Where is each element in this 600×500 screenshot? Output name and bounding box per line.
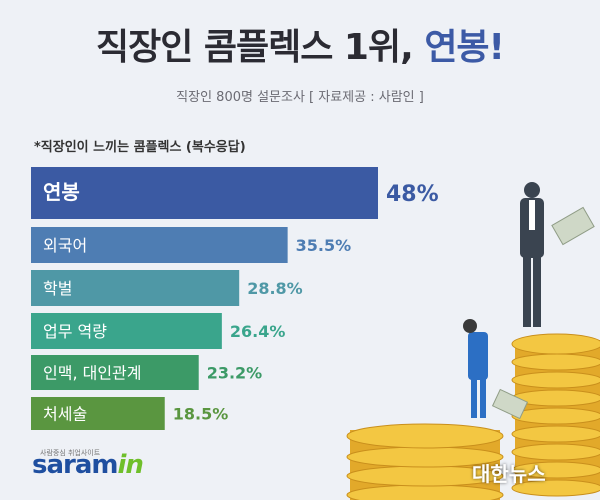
bar-category-label-4: 인맥, 대인관계 [43,364,142,383]
bar-category-label-5: 처세술 [43,405,87,424]
saramin-logo: saramin [32,450,144,480]
bar-value-label-5: 18.5% [173,405,229,424]
bar-value-label-1: 35.5% [296,236,352,255]
bar-category-label-2: 학벌 [43,279,72,298]
logo-main: saram [32,450,118,480]
logo-in: in [117,450,143,480]
bar-0 [31,167,378,219]
bar-5 [31,397,165,430]
bars-group: 연봉 48% 외국어 35.5% 학벌 28.8% 업무 역량 26.4% 인맥, 대인관계 23… [31,167,439,430]
bar-value-label-2: 28.8% [247,279,303,298]
coin-stack-illustration [346,182,600,500]
bar-1 [31,227,288,263]
bar-value-label-3: 26.4% [230,322,286,341]
title-accent: 연봉! [424,27,505,68]
bar-category-label-3: 업무 역량 [43,322,107,341]
news-brand: 대한뉴스 [472,462,546,486]
bar-value-label-0: 48% [386,182,439,207]
bar-value-label-4: 23.2% [207,364,263,383]
saramin-tagline: 사람중심 취업사이트 [40,449,101,457]
bar-category-label-1: 외국어 [43,236,87,255]
chart-note: *직장인이 느끼는 콤플렉스 (복수응답) [34,140,246,155]
bar-2 [31,270,240,306]
bar-category-label-0: 연봉 [43,180,80,204]
bar-3 [31,313,222,349]
title-main: 직장인 콤플렉스 1위, [96,27,414,68]
subtitle: 직장인 800명 설문조사 [ 자료제공 : 사람인 ] [176,90,424,105]
bar-4 [31,355,199,390]
page-title: 직장인 콤플렉스 1위, 연봉! [0,18,600,70]
